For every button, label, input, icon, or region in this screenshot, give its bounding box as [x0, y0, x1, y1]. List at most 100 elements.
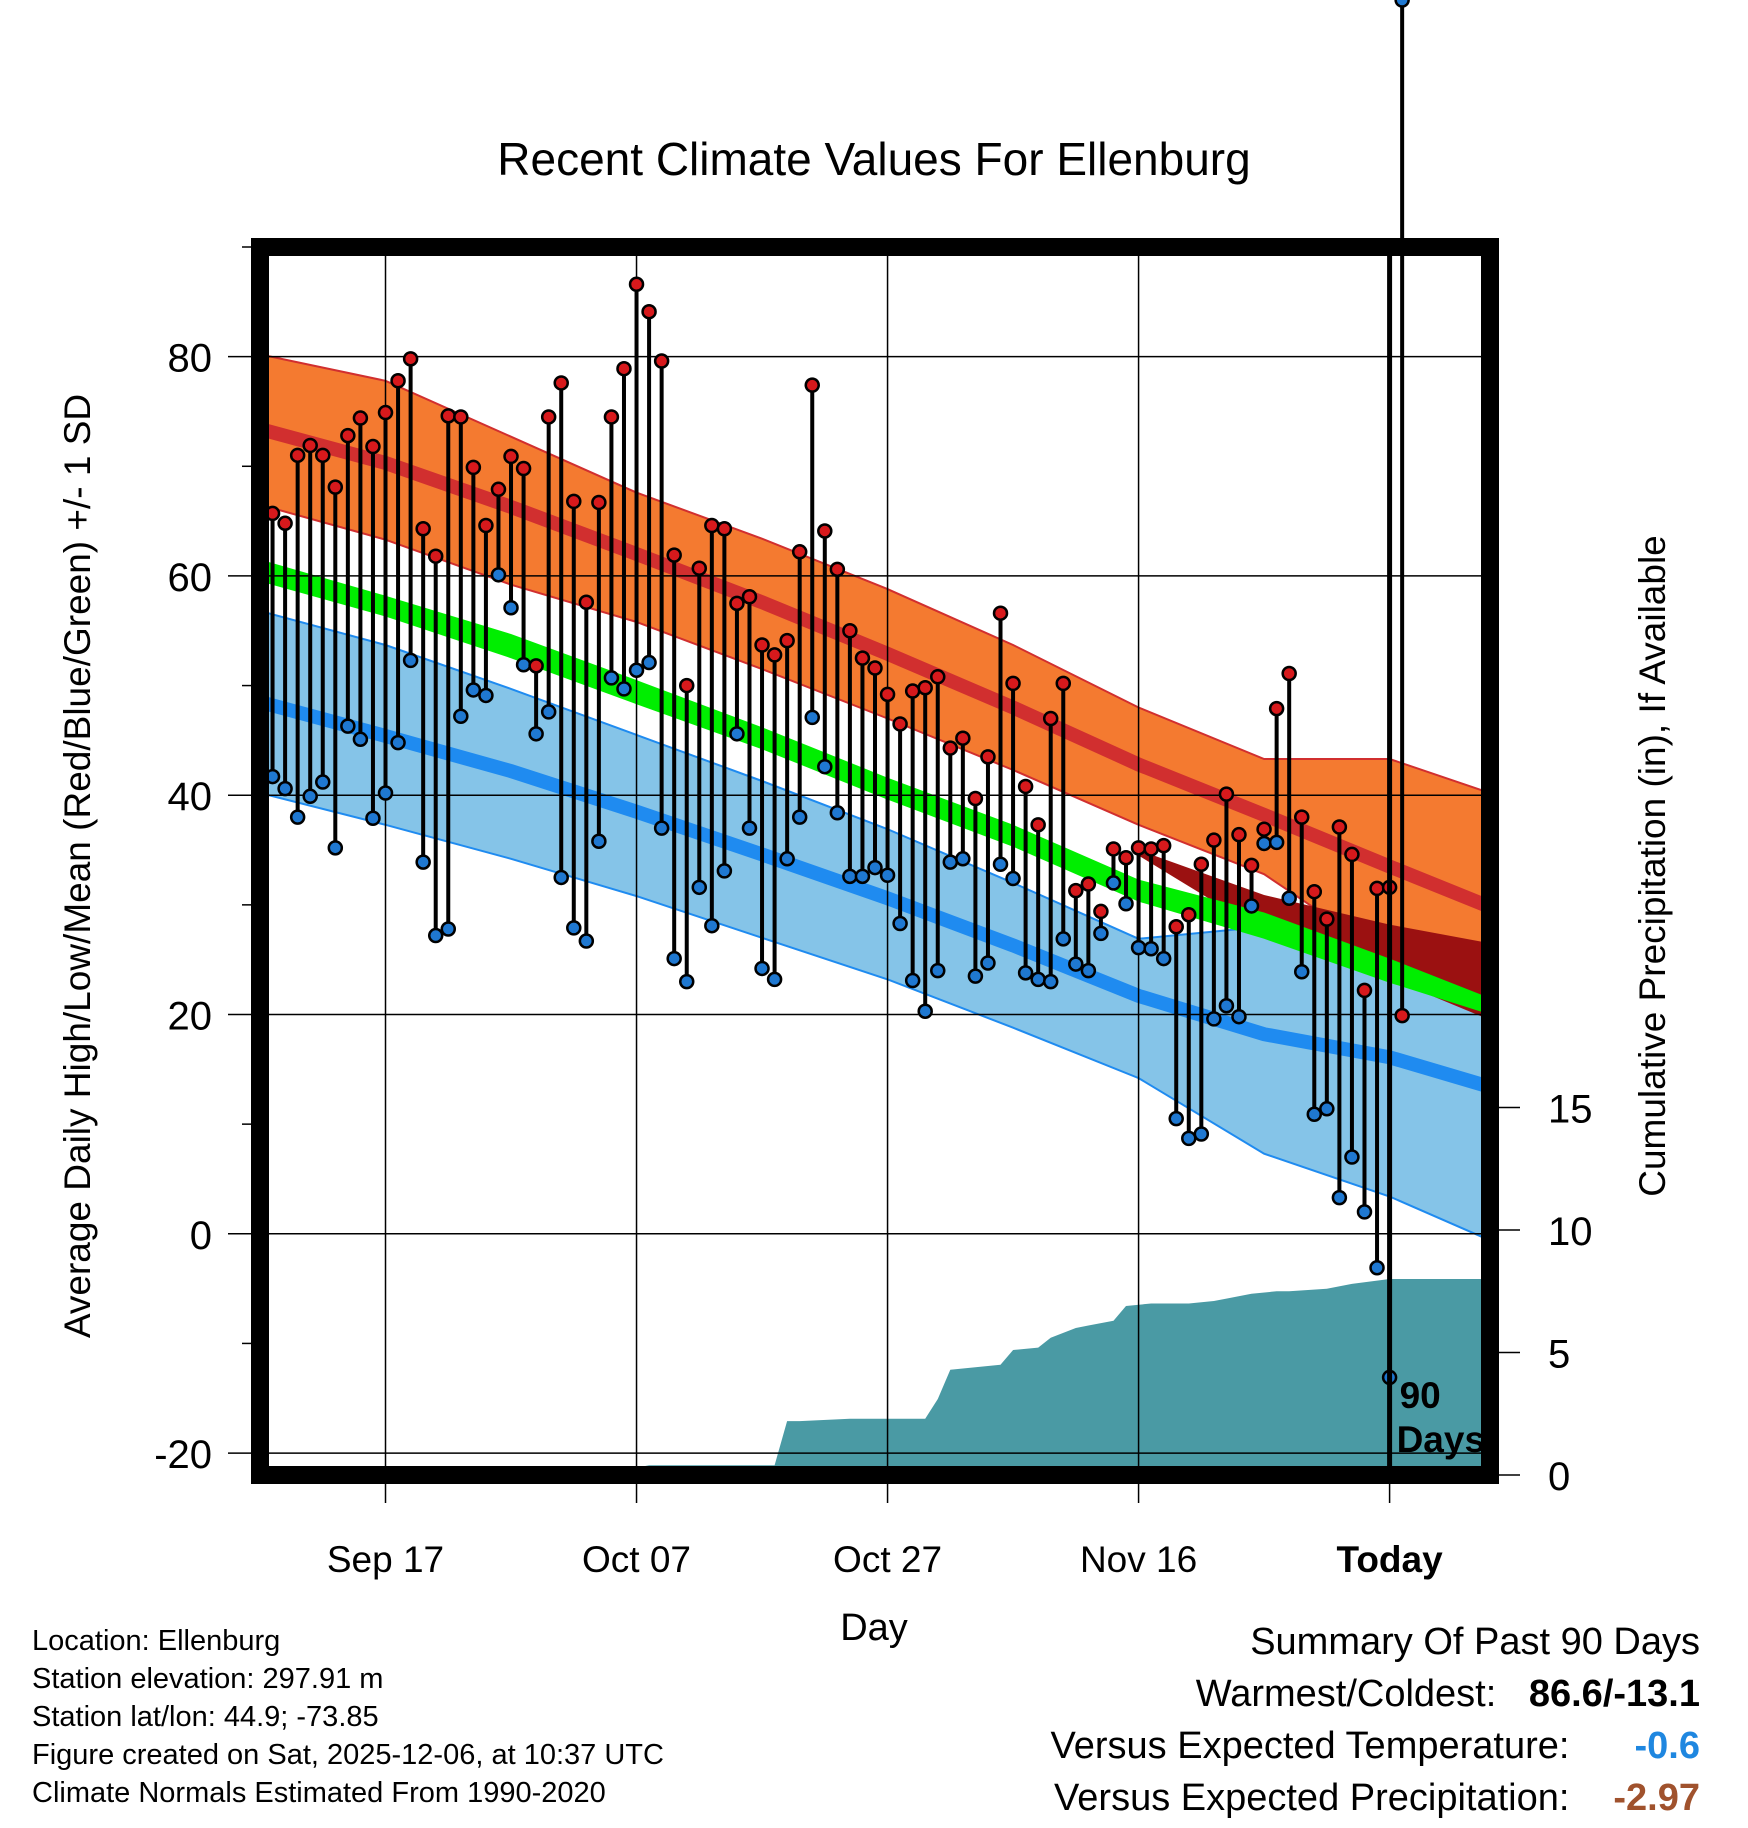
low-point: [365, 810, 381, 826]
precipitation-area: [260, 1279, 1490, 1475]
high-point: [992, 605, 1009, 621]
low-point: [591, 833, 607, 850]
low-point: [678, 973, 695, 990]
low-point: [277, 780, 293, 797]
low-point: [892, 915, 908, 932]
y2-axis-label: Cumulative Precipitation (in), If Availa…: [1632, 535, 1673, 1197]
daily-range-bars: [270, 0, 1405, 1378]
low-point: [1218, 997, 1235, 1014]
latlon-text: Station lat/lon: 44.9; -73.85: [32, 1701, 379, 1733]
x-tick-label: Today: [1336, 1539, 1443, 1580]
summary-precip-row: Versus Expected Precipitation: -2.97: [1051, 1772, 1700, 1824]
high-point: [779, 632, 795, 649]
low-point: [1130, 939, 1147, 956]
low-point: [729, 726, 745, 742]
summary-warmest-row: Warmest/Coldest: 86.6/-13.1: [1051, 1668, 1700, 1720]
low-point: [879, 867, 896, 884]
high-point: [591, 494, 607, 511]
high-point: [741, 589, 758, 605]
low-point: [503, 599, 519, 616]
high-point: [892, 716, 908, 732]
high-point: [1319, 911, 1335, 927]
low-point: [1068, 956, 1084, 972]
high-point: [704, 517, 720, 534]
y2-tick-label: 15: [1548, 1088, 1593, 1132]
low-point: [377, 785, 394, 801]
high-point: [653, 353, 670, 369]
y-tick-label: 20: [168, 995, 213, 1039]
high-point: [1118, 849, 1134, 866]
high-point: [390, 373, 406, 389]
precip-area-path: [260, 1279, 1490, 1475]
high-point: [327, 479, 344, 495]
low-point: [390, 734, 406, 751]
high-point: [942, 740, 959, 756]
high-point: [1356, 982, 1373, 999]
today-days-label: Days: [1397, 1419, 1485, 1460]
x-tick-label: Oct 27: [833, 1539, 942, 1580]
y2-tick-label: 5: [1548, 1333, 1570, 1377]
low-point: [1344, 1149, 1360, 1165]
low-point: [1181, 1130, 1197, 1147]
high-point: [528, 658, 544, 674]
high-point: [791, 544, 808, 560]
high-point: [716, 521, 733, 537]
high-point: [867, 660, 883, 676]
high-point: [490, 481, 507, 498]
high-point: [641, 303, 657, 320]
low-point: [465, 682, 482, 698]
low-point: [1193, 1126, 1210, 1142]
high-point: [729, 595, 745, 612]
y-tick-label: 60: [168, 556, 213, 600]
high-point: [1193, 856, 1210, 873]
low-point: [1231, 1008, 1247, 1025]
high-point: [930, 669, 946, 685]
high-point: [553, 375, 569, 391]
y-tick-label: 40: [168, 775, 213, 819]
high-point: [365, 438, 381, 455]
location-text: Location: Ellenburg: [32, 1625, 281, 1657]
low-point: [1042, 973, 1059, 990]
low-point: [741, 820, 758, 836]
low-point: [1356, 1204, 1373, 1220]
low-point: [1268, 834, 1285, 851]
high-point: [402, 351, 419, 367]
low-point: [302, 788, 318, 805]
high-point: [1293, 809, 1310, 825]
high-point: [691, 560, 708, 577]
y-tick-label: 0: [190, 1214, 212, 1258]
high-point: [377, 404, 394, 421]
high-point: [1331, 819, 1348, 835]
low-point: [967, 968, 984, 984]
high-point: [628, 276, 645, 293]
low-point: [578, 933, 595, 949]
low-point: [540, 704, 557, 720]
low-point: [1394, 0, 1410, 8]
low-point: [942, 854, 959, 870]
high-point: [1105, 841, 1122, 857]
low-point: [829, 805, 846, 821]
y-axis-label: Average Daily High/Low/Mean (Red/Blue/Gr…: [57, 394, 98, 1338]
low-point: [1168, 1110, 1184, 1127]
high-point: [302, 437, 318, 454]
low-point: [766, 971, 783, 988]
low-point: [854, 868, 871, 885]
low-point: [1093, 925, 1109, 942]
low-point: [453, 708, 469, 725]
y-axis-left: -20 0 20 40 60 80: [154, 246, 251, 1477]
high-point: [1306, 883, 1323, 900]
low-point: [955, 851, 971, 867]
low-point: [1055, 931, 1072, 947]
low-point: [402, 652, 419, 669]
high-point: [1231, 826, 1247, 843]
high-point: [1218, 786, 1235, 802]
low-point: [1017, 965, 1034, 981]
high-point: [1130, 840, 1147, 856]
high-point: [478, 517, 494, 534]
low-point: [791, 809, 808, 825]
high-point: [465, 459, 482, 476]
high-point: [842, 623, 858, 639]
low-point: [1281, 890, 1297, 907]
low-point: [315, 774, 331, 790]
precip-label: Versus Expected Precipitation:: [1054, 1777, 1570, 1819]
